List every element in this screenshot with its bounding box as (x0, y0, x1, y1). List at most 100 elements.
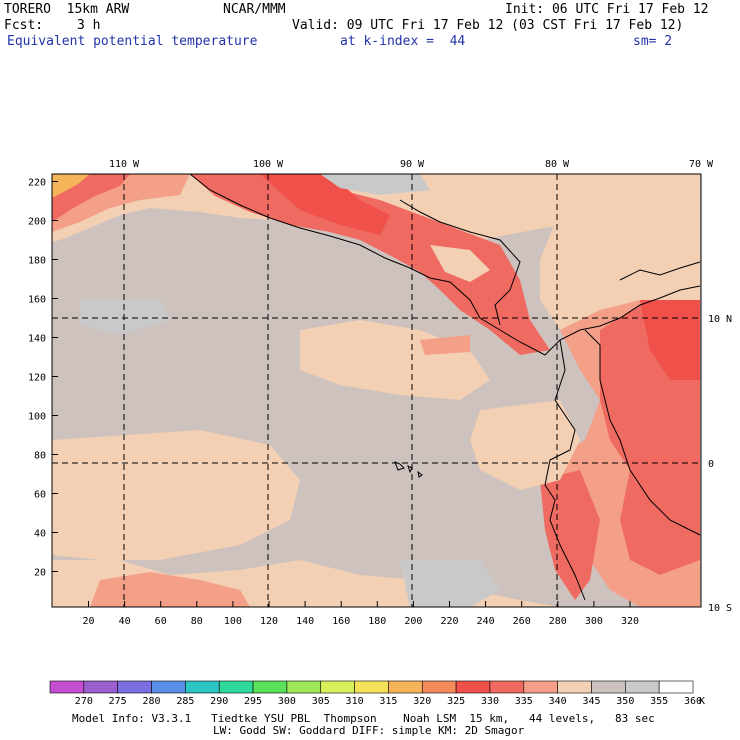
lon-label: 100 W (253, 159, 284, 170)
colorbar-swatch (388, 680, 423, 694)
field-band-335-peru (540, 470, 600, 600)
colorbar-swatch (658, 680, 694, 694)
colorbar-level-label: 270 (75, 696, 93, 707)
x-tick-label: 320 (621, 616, 639, 627)
lon-label: 70 W (689, 159, 714, 170)
forecast-hours: 3 h (77, 18, 101, 33)
field-band-330-east (640, 290, 700, 380)
x-tick-label: 220 (440, 616, 458, 627)
colorbar-swatch (421, 680, 457, 694)
colorbar-swatch (49, 680, 85, 694)
field-patch-340-central (420, 335, 470, 355)
colorbar-level-label: 320 (413, 696, 431, 707)
x-tick-label: 80 (191, 616, 203, 627)
model-info-line2: LW: Godd SW: Goddard DIFF: simple KM: 2D… (213, 724, 525, 737)
colorbar-swatch (523, 680, 558, 694)
colorbar-swatch (557, 680, 592, 694)
x-tick-label: 300 (585, 616, 603, 627)
y-tick-label: 200 (28, 217, 46, 228)
colorbar-swatch (117, 680, 152, 694)
colorbar-level-label: 325 (447, 696, 465, 707)
border-andes (584, 329, 701, 536)
colorbar-level-label: 315 (379, 696, 397, 707)
colorbar-level-label: 280 (142, 696, 160, 707)
colorbar-swatch (286, 680, 322, 694)
x-tick-label: 260 (513, 616, 531, 627)
y-tick-label: 140 (28, 334, 46, 345)
galapagos-islands (394, 461, 423, 478)
colorbar-swatch (455, 680, 491, 694)
model-title: TORERO 15km ARW (4, 2, 130, 17)
y-tick-label: 220 (28, 178, 46, 189)
x-tick-label: 40 (119, 616, 131, 627)
smoothing-label: sm= 2 (633, 34, 673, 49)
field-name: Equivalent potential temperature (7, 34, 258, 49)
field-patch-340-south (90, 572, 250, 607)
lon-label: 110 W (109, 159, 140, 170)
colorbar-level-label: 285 (176, 696, 194, 707)
field-shading (52, 174, 701, 607)
colorbar-level-label: 335 (515, 696, 533, 707)
x-tick-label: 120 (260, 616, 278, 627)
field-patch-345-honduras (430, 245, 490, 282)
y-tick-label: 100 (28, 412, 46, 423)
lon-label: 90 W (400, 159, 425, 170)
colorbar-level-label: 330 (481, 696, 499, 707)
coastline-caribbean-south-america (619, 261, 701, 281)
field-patch-355-c (400, 560, 500, 607)
field-patch-345-east-ocean (470, 400, 580, 490)
x-tick-label: 280 (549, 616, 567, 627)
colorbar-level-label: 290 (210, 696, 228, 707)
colorbar-level-label: 345 (582, 696, 600, 707)
x-grid-ticks: 20 40 60 80 100 120 140 160 180 200 220 240 260 280 30… (82, 601, 639, 627)
x-tick-label: 200 (404, 616, 422, 627)
y-tick-label: 60 (34, 490, 46, 501)
colorbar-level-label: 340 (549, 696, 567, 707)
colorbar-level-label: 305 (312, 696, 330, 707)
colorbar-level-label: 310 (346, 696, 364, 707)
lat-label: 10 N (708, 314, 732, 325)
colorbar-swatch (320, 680, 355, 694)
colorbar-swatch (591, 680, 626, 694)
coastlines (189, 173, 701, 601)
colorbar-swatch (489, 680, 525, 694)
init-time: Init: 06 UTC Fri 17 Feb 12 (505, 2, 709, 17)
y-tick-label: 20 (34, 568, 46, 579)
x-tick-label: 60 (155, 616, 167, 627)
colorbar-swatch (252, 680, 288, 694)
field-band-320-nw (52, 174, 90, 198)
y-grid-ticks: 220 200 180 160 140 120 100 80 60 40 20 (28, 178, 58, 579)
x-tick-label: 100 (224, 616, 242, 627)
level-label: at k-index = 44 (340, 34, 466, 49)
colorbar-level-label: 350 (616, 696, 634, 707)
colorbar-swatch (185, 680, 220, 694)
lon-label: 80 W (545, 159, 570, 170)
x-tick-label: 180 (368, 616, 386, 627)
longitude-labels: 110 W 100 W 90 W 80 W 70 W (109, 159, 714, 170)
y-tick-label: 160 (28, 295, 46, 306)
coastline-caribbean-central-america (399, 199, 521, 326)
colorbar-level-label: 300 (278, 696, 296, 707)
organization-label: NCAR/MMM (223, 2, 286, 17)
graticule (52, 174, 701, 607)
colorbar-unit: K (699, 696, 705, 707)
colorbar-swatch (83, 680, 118, 694)
model-info-line1: Model Info: V3.3.1 Tiedtke YSU PBL Thomp… (72, 712, 655, 725)
map-frame (51, 173, 702, 608)
colorbar-level-label: 355 (650, 696, 668, 707)
colorbar-level-label: 295 (244, 696, 262, 707)
field-patch-355-b (320, 174, 430, 195)
colorbar-level-label: 360 (684, 696, 702, 707)
x-tick-label: 160 (332, 616, 350, 627)
valid-time: Valid: 09 UTC Fri 17 Feb 12 (03 CST Fri … (292, 18, 684, 33)
x-tick-label: 20 (82, 616, 94, 627)
y-tick-label: 40 (34, 529, 46, 540)
field-band-330-central (260, 174, 390, 235)
colorbar-swatch (151, 680, 186, 694)
y-tick-label: 120 (28, 373, 46, 384)
forecast-label: Fcst: (4, 18, 44, 33)
field-band-335-central (190, 174, 550, 355)
y-tick-label: 80 (34, 451, 46, 462)
colorbar-swatch (354, 680, 389, 694)
